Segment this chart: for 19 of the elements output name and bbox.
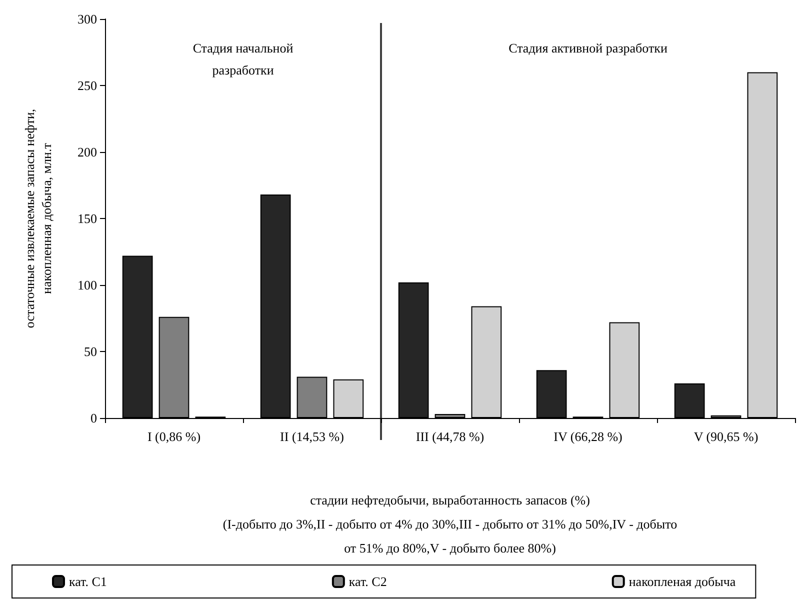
x-axis-title: стадии нефтедобычи, выработанность запасов (%) (I-добыто до 3%,II - добыто от 4% до 30%,III - добыто от 31% до 50%,IV - добыто от 51% до 80%,V - добыто более 80%) xyxy=(222,492,678,556)
x-tick-label: II (14,53 %) xyxy=(280,429,344,444)
y-tick-label: 150 xyxy=(78,211,97,226)
x-tick-label: V (90,65 %) xyxy=(694,429,758,444)
y-tick-label: 100 xyxy=(78,278,97,292)
y-axis-title: остаточные извлекаемые запасы нефти, накопленная добыча, млн.т xyxy=(22,108,54,328)
legend-label: кат. С1 xyxy=(69,574,107,589)
y-tick-label: 250 xyxy=(78,78,97,93)
y-tick-label: 50 xyxy=(84,344,97,359)
annotation: Стадия активной разработки xyxy=(508,40,668,56)
y-tick-label: 300 xyxy=(78,12,97,26)
x-tick-label: III (44,78 %) xyxy=(416,429,484,444)
x-tick-label: IV (66,28 %) xyxy=(554,429,622,444)
annotation: Стадия начальной разработки xyxy=(192,40,294,78)
legend-label: кат. С2 xyxy=(348,574,387,589)
legend-label: накопленая добыча xyxy=(628,574,736,589)
y-tick-label: 0 xyxy=(90,410,97,426)
x-tick-label: I (0,86 %) xyxy=(147,429,201,444)
y-tick-label: 200 xyxy=(78,144,97,160)
